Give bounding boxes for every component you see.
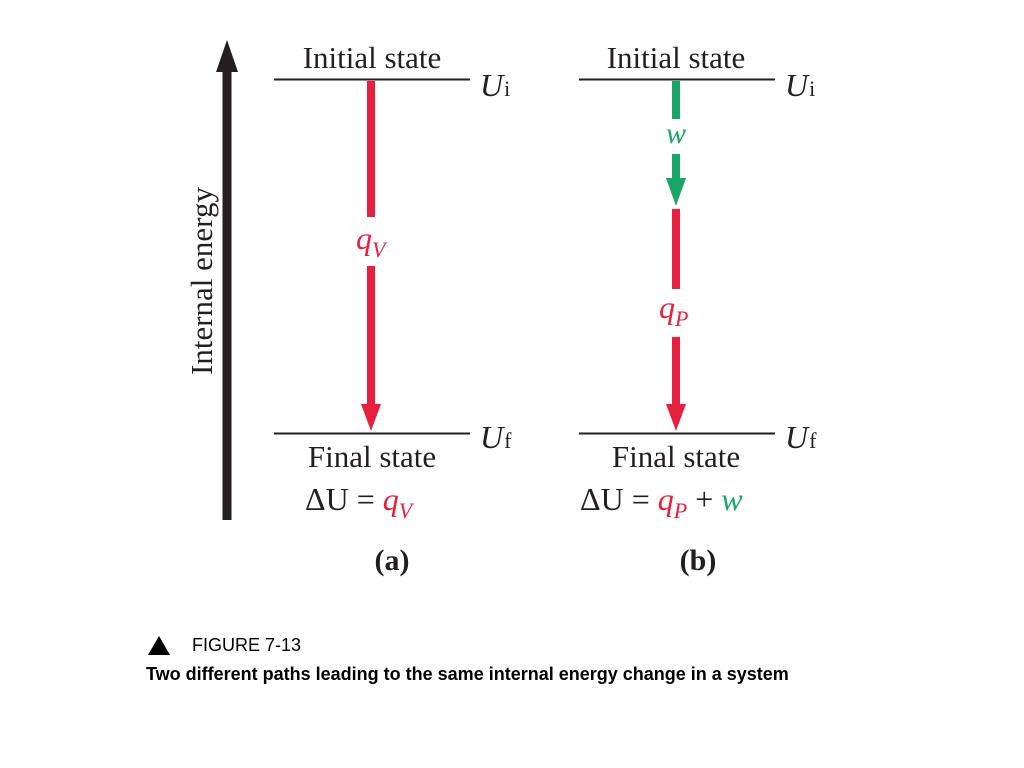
triangle-icon <box>148 635 170 655</box>
axis-shaft <box>222 68 232 520</box>
panel-a-initial-state-label: Initial state <box>303 40 442 75</box>
panel-b-label: (b) <box>680 544 717 577</box>
panel-b-work-arrowhead <box>666 178 686 206</box>
panel-b-final-energy-symbol: Uf <box>785 419 817 455</box>
panel-b-work-label: w <box>666 117 686 150</box>
panel-b-heat-arrowhead <box>666 404 686 431</box>
panel-b-initial-state-label: Initial state <box>607 40 746 75</box>
panel-a-initial-energy-symbol: Ui <box>480 67 510 103</box>
figure-number: FIGURE 7-13 <box>192 634 302 655</box>
axis-label: Internal energy <box>184 187 219 375</box>
panel-a-final-state-label: Final state <box>308 439 436 474</box>
panel-b-heat-label: qP <box>659 289 688 331</box>
panel-b-heat-arrow-upper <box>672 209 680 289</box>
panel-b-heat-arrow-lower <box>672 337 680 406</box>
figure-caption-header: FIGURE 7-13 <box>148 634 301 656</box>
panel-b-equation: ΔU = qP + w <box>580 481 743 523</box>
panel-a-final-energy-symbol: Uf <box>480 419 512 455</box>
energy-diagram: Internal energy Initial state Ui qV Uf F… <box>184 40 817 577</box>
panel-a: Initial state Ui qV Uf Final state ΔU = … <box>274 40 512 577</box>
panel-a-heat-label: qV <box>356 220 388 262</box>
internal-energy-axis: Internal energy <box>184 40 238 520</box>
panel-b-work-arrow-upper <box>672 81 680 119</box>
panel-b: Initial state Ui w qP Uf Final state ΔU … <box>579 40 817 577</box>
panel-a-heat-arrow-lower <box>367 266 375 406</box>
panel-a-heat-arrowhead <box>361 404 381 431</box>
figure-caption-text: Two different paths leading to the same … <box>146 664 789 684</box>
panel-b-final-state-label: Final state <box>612 439 740 474</box>
axis-arrowhead <box>216 40 238 72</box>
panel-b-initial-energy-symbol: Ui <box>785 67 815 103</box>
panel-a-label: (a) <box>375 544 410 577</box>
panel-a-heat-arrow-upper <box>367 81 375 217</box>
panel-b-work-arrow-lower <box>672 154 680 180</box>
panel-a-equation: ΔU = qV <box>305 481 415 523</box>
